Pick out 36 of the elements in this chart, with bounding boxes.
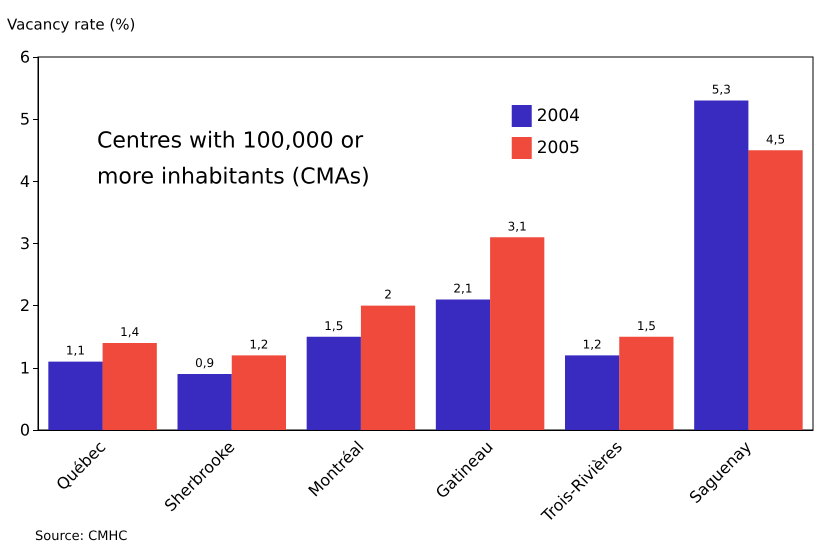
y-tick-label: 5	[20, 110, 30, 129]
y-tick-label: 6	[20, 48, 30, 66]
y-tick-label: 2	[20, 296, 30, 316]
annotation: Centres with 100,000 or more inhabitants (CMAs)	[97, 128, 370, 190]
data-label: 2,1	[453, 281, 473, 296]
bar	[232, 355, 286, 430]
bar	[102, 342, 157, 430]
bar	[178, 374, 232, 430]
bar	[694, 100, 748, 430]
data-label: 5,3	[712, 82, 731, 97]
source-note: Source: CMHC	[35, 529, 128, 544]
data-label: 2	[384, 288, 392, 302]
legend-label: 2004	[536, 106, 580, 126]
legend-label: 2005	[536, 138, 580, 158]
data-label: 1,2	[249, 337, 268, 352]
data-label: 1,5	[636, 318, 656, 333]
bar	[490, 237, 544, 430]
y-tick-label: 1	[20, 358, 30, 378]
bar	[48, 362, 103, 430]
bar	[565, 355, 620, 430]
y-tick-label: 4	[20, 172, 30, 191]
y-tick-label: 3	[20, 234, 30, 253]
bar	[306, 336, 361, 430]
bar	[619, 336, 674, 430]
data-label: 1,4	[120, 324, 140, 339]
y-tick-label: 0	[20, 420, 30, 440]
bar	[748, 150, 803, 430]
data-label: 1,5	[324, 318, 344, 333]
data-label: 1,2	[582, 337, 602, 352]
bar	[436, 299, 490, 430]
data-label: 1,1	[66, 344, 86, 358]
y-axis-title: Vacancy rate (%)	[7, 16, 136, 34]
bar	[360, 306, 416, 430]
data-label: 0,9	[195, 356, 214, 370]
data-label: 3,1	[508, 219, 527, 234]
data-label: 4,5	[766, 132, 786, 146]
